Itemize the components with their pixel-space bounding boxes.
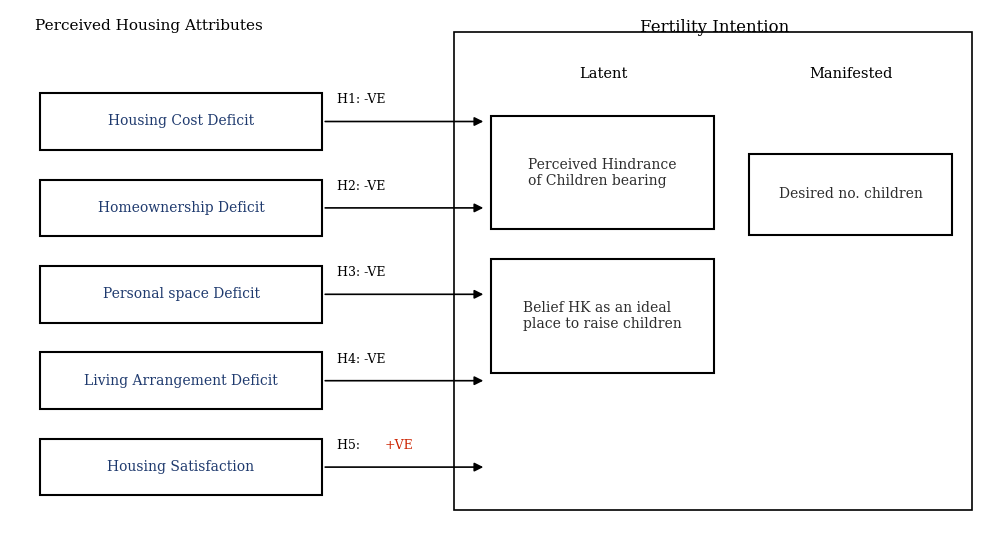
Text: Perceived Hindrance
of Children bearing: Perceived Hindrance of Children bearing	[529, 158, 677, 188]
Text: Housing Cost Deficit: Housing Cost Deficit	[108, 114, 254, 129]
Text: Belief HK as an ideal
place to raise children: Belief HK as an ideal place to raise chi…	[523, 301, 682, 331]
Bar	[40, 93, 322, 150]
Text: H2: -VE: H2: -VE	[337, 180, 386, 193]
Text: Desired no. children: Desired no. children	[779, 187, 923, 201]
Text: H4: -VE: H4: -VE	[337, 353, 386, 366]
Bar	[40, 179, 322, 237]
Text: H1: -VE: H1: -VE	[337, 93, 386, 106]
Text: Manifested: Manifested	[809, 68, 893, 82]
Bar	[491, 116, 714, 230]
Text: Latent: Latent	[579, 68, 627, 82]
Text: Homeownership Deficit: Homeownership Deficit	[97, 201, 265, 215]
Text: +VE: +VE	[385, 439, 414, 452]
Text: Living Arrangement Deficit: Living Arrangement Deficit	[84, 374, 278, 388]
Text: Housing Satisfaction: Housing Satisfaction	[107, 460, 255, 474]
Bar	[749, 154, 952, 235]
Bar	[40, 266, 322, 322]
Bar	[454, 32, 972, 510]
Text: Personal space Deficit: Personal space Deficit	[102, 287, 260, 301]
Bar	[491, 259, 714, 373]
Bar	[40, 353, 322, 409]
Text: H5:: H5:	[337, 439, 364, 452]
Bar	[40, 438, 322, 496]
Text: Fertility Intention: Fertility Intention	[640, 19, 789, 36]
Text: Perceived Housing Attributes: Perceived Housing Attributes	[35, 19, 263, 33]
Text: H3: -VE: H3: -VE	[337, 266, 386, 279]
